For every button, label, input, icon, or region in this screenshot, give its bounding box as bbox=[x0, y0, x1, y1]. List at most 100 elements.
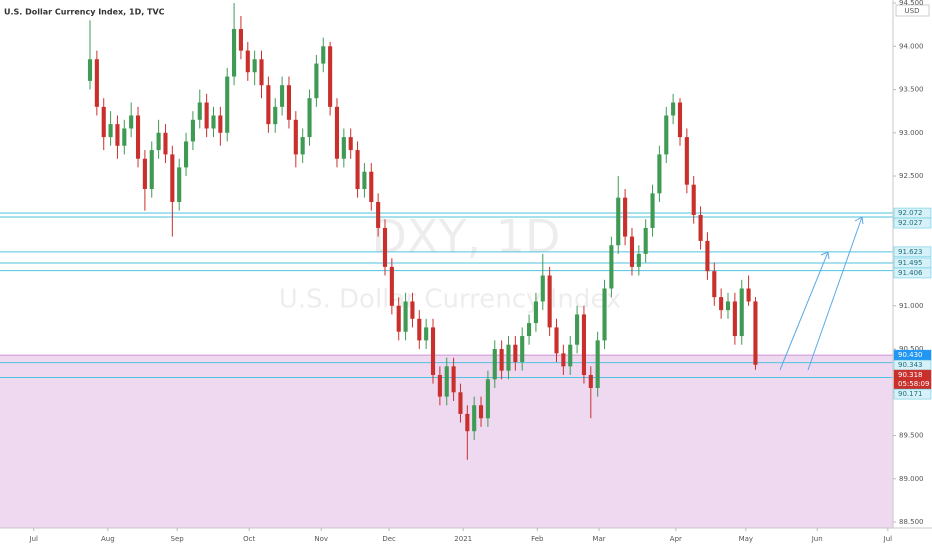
candle-body bbox=[314, 63, 319, 99]
candle-body bbox=[190, 119, 195, 142]
y-tick-label: 93.000 bbox=[899, 129, 924, 137]
candle-body bbox=[513, 344, 518, 363]
candle-body bbox=[238, 28, 243, 51]
candle-body bbox=[403, 301, 408, 332]
price-label: 90.171 bbox=[898, 390, 923, 398]
candle-body bbox=[664, 115, 669, 155]
candle-body bbox=[533, 301, 538, 324]
candle-body bbox=[472, 405, 477, 432]
candle-body bbox=[163, 132, 168, 155]
candle-body bbox=[211, 115, 216, 129]
candle-body bbox=[410, 301, 415, 319]
arrow-head bbox=[820, 251, 830, 260]
candle-body bbox=[273, 106, 278, 125]
candle-body bbox=[177, 167, 182, 202]
candle-body bbox=[581, 314, 587, 375]
candle-body bbox=[334, 106, 340, 159]
candle-body bbox=[478, 405, 484, 419]
candle-body bbox=[547, 275, 552, 328]
candle-body bbox=[382, 227, 388, 267]
candle-body bbox=[341, 137, 346, 159]
candle-body bbox=[561, 353, 566, 367]
candle-body bbox=[643, 227, 648, 254]
candle-body bbox=[396, 305, 401, 332]
price-label: 90.343 bbox=[898, 361, 923, 369]
watermark-name: U.S. Dollar Currency Index bbox=[279, 285, 622, 315]
candle-body bbox=[252, 59, 257, 73]
candle-body bbox=[540, 275, 545, 302]
candle-body bbox=[712, 271, 717, 298]
candle-body bbox=[348, 137, 353, 151]
x-tick-label: Jun bbox=[811, 535, 823, 543]
candle-body bbox=[705, 240, 710, 272]
candle-body bbox=[753, 301, 758, 365]
candle-body bbox=[197, 102, 202, 120]
candle-body bbox=[300, 137, 305, 155]
candle-body bbox=[245, 50, 250, 73]
candle-body bbox=[650, 193, 655, 228]
candle-body bbox=[286, 85, 292, 120]
price-label-box bbox=[893, 388, 932, 400]
candle-body bbox=[437, 374, 442, 397]
candle-body bbox=[657, 154, 662, 194]
candle-body bbox=[616, 197, 621, 246]
candle-body bbox=[746, 288, 751, 302]
candle-body bbox=[739, 288, 744, 337]
candle-body bbox=[451, 366, 456, 393]
candle-body bbox=[170, 154, 175, 202]
candle-body bbox=[94, 59, 99, 107]
candle-body bbox=[149, 150, 154, 190]
candle-body bbox=[492, 349, 497, 380]
candle-body bbox=[575, 314, 580, 345]
y-tick-label: 90.500 bbox=[899, 345, 924, 353]
price-label: 90.318 bbox=[898, 371, 923, 379]
price-label: 90.430 bbox=[898, 351, 923, 359]
chart-title: U.S. Dollar Currency Index, 1D, TVC bbox=[4, 8, 165, 17]
y-tick-label: 88.500 bbox=[899, 518, 924, 526]
candle-body bbox=[135, 115, 141, 159]
candle-body bbox=[444, 366, 449, 397]
candle-body bbox=[636, 253, 641, 267]
x-tick-label: Jul bbox=[29, 535, 39, 543]
labels-layer: 88.50089.00089.50090.00090.50091.00091.5… bbox=[29, 0, 932, 543]
candle-body bbox=[623, 197, 628, 237]
candle-body bbox=[465, 413, 470, 432]
arrow-head bbox=[854, 216, 864, 225]
currency-label: USD bbox=[905, 7, 920, 15]
x-tick-label: Sep bbox=[171, 535, 185, 543]
x-tick-label: May bbox=[739, 535, 753, 543]
candle-body bbox=[101, 106, 106, 138]
candle-body bbox=[280, 85, 285, 107]
x-tick-label: Aug bbox=[101, 535, 115, 543]
candle-body bbox=[142, 158, 147, 190]
candle-body bbox=[218, 115, 223, 133]
y-tick-label: 93.500 bbox=[899, 86, 924, 94]
countdown: 05:58:09 bbox=[898, 380, 929, 388]
x-tick-label: Apr bbox=[670, 535, 682, 543]
candle-body bbox=[430, 327, 436, 375]
candle-body bbox=[568, 344, 573, 367]
candle-body bbox=[602, 288, 607, 341]
price-label: 92.027 bbox=[898, 219, 923, 227]
candle-body bbox=[232, 28, 237, 77]
candle-body bbox=[424, 327, 429, 341]
candle-body bbox=[595, 340, 600, 388]
x-tick-label: Jul bbox=[883, 535, 893, 543]
x-tick-label: Dec bbox=[382, 535, 396, 543]
y-tick-label: 94.500 bbox=[899, 0, 924, 7]
projection-arrow bbox=[779, 251, 829, 371]
price-label: 92.072 bbox=[898, 209, 923, 217]
candle-body bbox=[677, 102, 683, 138]
price-label: 91.406 bbox=[898, 269, 923, 277]
candle-body bbox=[520, 336, 525, 363]
price-label-box bbox=[893, 217, 932, 229]
x-tick-label: Oct bbox=[243, 535, 255, 543]
candle-body bbox=[259, 59, 264, 86]
candle-body bbox=[719, 297, 724, 311]
candle-body bbox=[87, 59, 93, 81]
price-label-box bbox=[893, 246, 932, 258]
candle-body bbox=[732, 301, 737, 337]
candle-body bbox=[156, 132, 161, 151]
